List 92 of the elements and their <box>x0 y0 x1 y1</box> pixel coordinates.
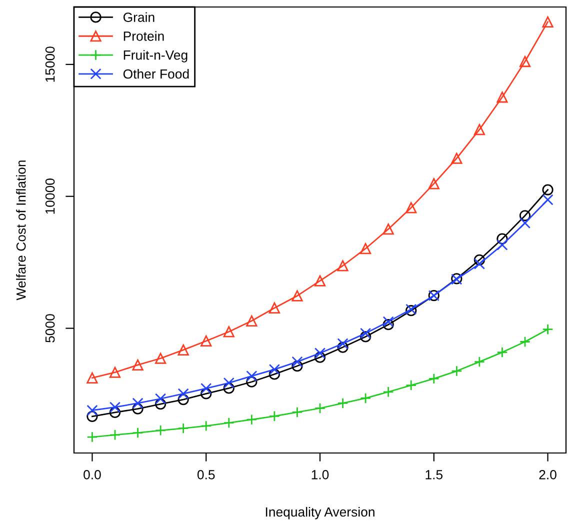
point <box>246 376 258 388</box>
point <box>86 410 98 422</box>
x-tick-label: 1.0 <box>312 470 329 480</box>
point <box>542 184 554 196</box>
point <box>496 233 508 244</box>
point <box>542 194 554 206</box>
point <box>314 402 326 414</box>
point <box>292 360 303 372</box>
point <box>337 398 348 409</box>
point <box>496 346 508 358</box>
legend-label: Other Food <box>123 68 189 79</box>
point <box>314 348 326 359</box>
point <box>360 328 372 339</box>
point <box>519 56 531 68</box>
point <box>246 370 258 382</box>
point <box>86 372 98 384</box>
point <box>496 239 508 250</box>
y-axis-title: Welfare Cost of Inflation <box>16 160 26 300</box>
x-axis-title: Inequality Aversion <box>266 506 374 520</box>
point <box>109 406 121 418</box>
point <box>337 260 348 272</box>
point <box>155 352 166 364</box>
point <box>268 410 280 422</box>
point <box>268 302 280 314</box>
point <box>86 404 98 416</box>
point <box>200 388 212 400</box>
point <box>406 202 417 214</box>
point <box>223 377 234 388</box>
point <box>132 427 144 438</box>
point <box>109 429 121 440</box>
point <box>337 342 348 353</box>
point <box>406 380 417 391</box>
point <box>292 290 303 302</box>
legend-label: Fruit-n-Veg <box>124 50 188 62</box>
point <box>132 359 144 371</box>
point <box>223 382 234 394</box>
point <box>519 217 531 229</box>
point <box>132 398 144 409</box>
point <box>451 152 462 164</box>
point <box>382 224 394 235</box>
point <box>360 331 372 342</box>
point <box>178 394 189 406</box>
y-tick-label: 10000 <box>45 178 55 214</box>
point <box>268 364 280 376</box>
point <box>337 338 348 350</box>
point <box>474 124 485 136</box>
point <box>314 352 326 363</box>
point <box>246 315 258 326</box>
point <box>314 275 326 286</box>
x-tick-label: 0.5 <box>197 470 215 480</box>
point <box>86 431 98 443</box>
point <box>428 178 440 190</box>
point <box>246 414 258 426</box>
point <box>292 356 303 368</box>
point <box>292 406 303 418</box>
x-tick-label: 1.5 <box>426 470 443 480</box>
point <box>200 382 212 394</box>
point <box>155 424 166 436</box>
point <box>542 16 554 28</box>
point <box>428 373 440 384</box>
point <box>200 335 212 347</box>
point <box>178 388 189 400</box>
point <box>109 402 121 413</box>
point <box>155 393 166 404</box>
legend-label: Grain <box>123 12 154 22</box>
y-tick-label: 15000 <box>45 46 55 82</box>
point <box>360 392 372 404</box>
point <box>200 420 212 432</box>
point <box>382 316 394 328</box>
point <box>519 210 531 222</box>
point <box>360 243 372 254</box>
point <box>382 386 394 398</box>
point <box>109 366 121 378</box>
y-tick-label: 5000 <box>45 314 55 342</box>
point <box>474 258 485 270</box>
point <box>519 336 531 348</box>
point <box>223 326 234 338</box>
point <box>474 254 485 266</box>
point <box>223 417 234 428</box>
point <box>542 324 554 335</box>
x-tick-label: 0.0 <box>84 470 101 480</box>
point <box>178 344 189 356</box>
point <box>178 422 189 434</box>
point <box>132 403 144 414</box>
point <box>268 368 280 380</box>
point <box>451 365 462 377</box>
point <box>155 398 166 410</box>
x-tick-label: 2.0 <box>539 470 556 480</box>
point <box>496 92 508 103</box>
point <box>474 356 485 368</box>
point <box>382 319 394 330</box>
legend-label: Protein <box>124 31 164 41</box>
